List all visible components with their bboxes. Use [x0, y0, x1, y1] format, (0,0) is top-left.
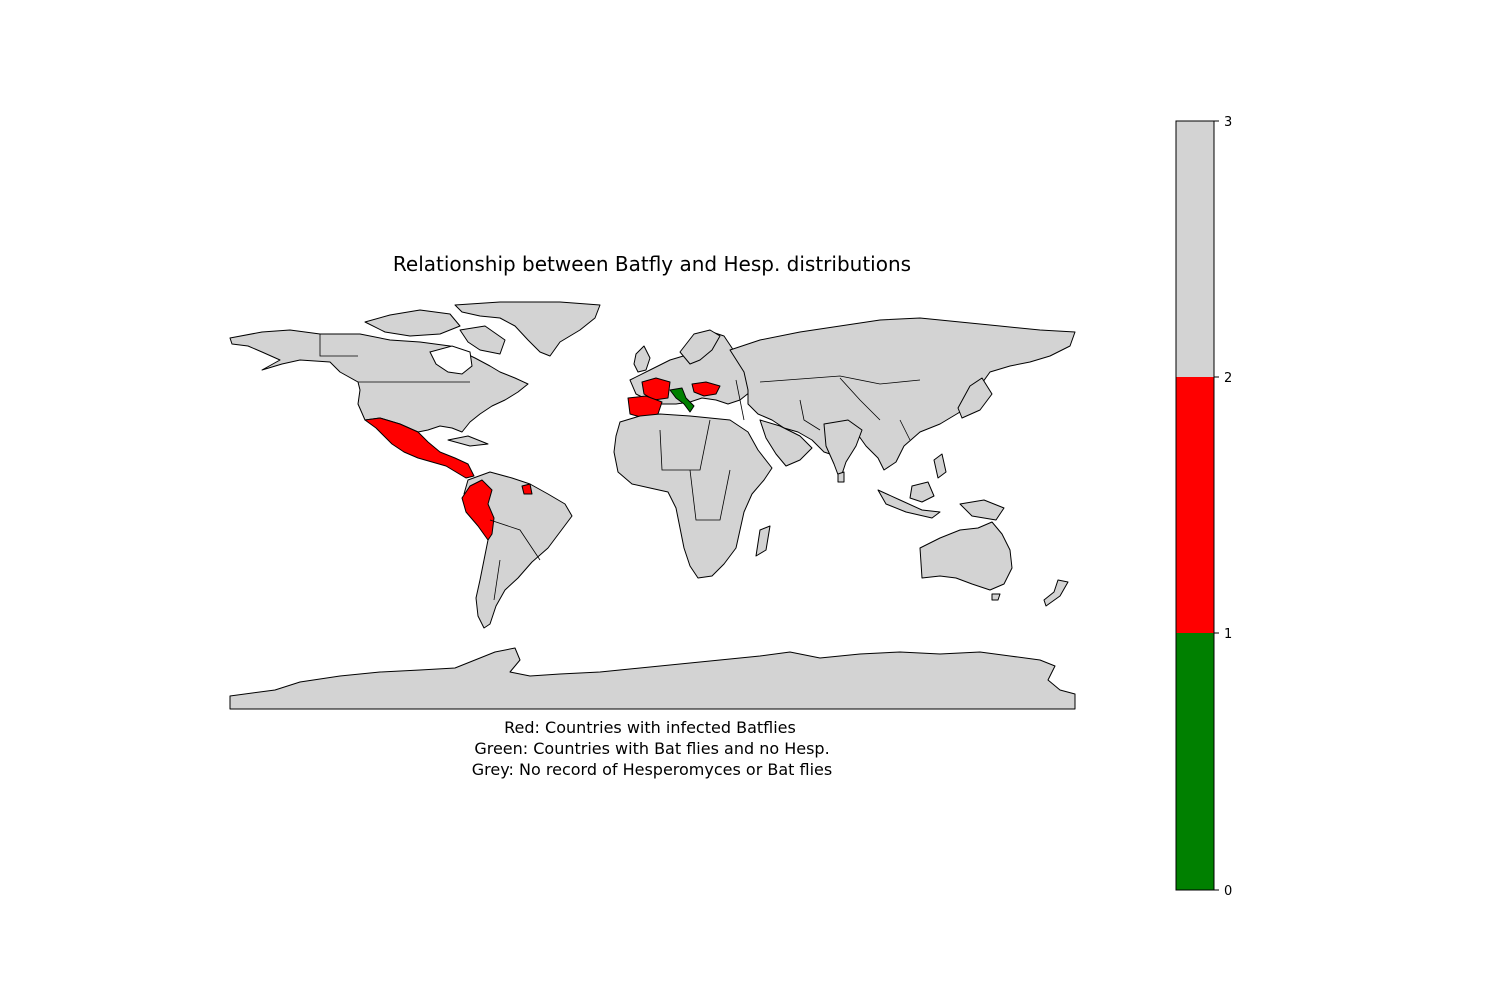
tasmania — [991, 593, 1001, 601]
great-britain — [633, 345, 651, 373]
colorbar-segment-grey — [1176, 121, 1214, 377]
arabia — [759, 419, 813, 467]
world-map — [229, 301, 1076, 710]
colorbar: 3 2 1 0 — [1175, 115, 1232, 899]
cuba — [447, 435, 489, 447]
colorbar-segment-red — [1176, 377, 1214, 633]
colorbar-frame — [1175, 120, 1215, 891]
indonesia — [877, 489, 941, 519]
colorbar-tick-label-3: 3 — [1224, 115, 1232, 130]
baffin-island — [459, 325, 506, 355]
philippines — [933, 453, 947, 479]
japan — [957, 377, 993, 419]
arctic-islands — [364, 309, 461, 337]
sri-lanka — [837, 471, 845, 483]
map-caption: Red: Countries with infected Batflies Gr… — [472, 718, 832, 779]
colorbar-tick-label-1: 1 — [1224, 627, 1232, 642]
borneo — [909, 481, 935, 503]
italy — [669, 387, 695, 413]
india — [823, 419, 863, 481]
country-borders — [319, 334, 921, 601]
antarctica — [229, 647, 1076, 710]
france — [641, 377, 671, 401]
madagascar — [755, 525, 771, 557]
map-title: Relationship between Batfly and Hesp. di… — [393, 252, 911, 276]
hudson-bay — [429, 345, 473, 375]
colorbar-tick-label-0: 0 — [1224, 884, 1232, 899]
scandinavia — [679, 329, 721, 365]
new-zealand — [1043, 579, 1069, 607]
balkans-red — [691, 381, 721, 397]
caption-line-green: Green: Countries with Bat flies and no H… — [474, 739, 829, 758]
australia — [919, 521, 1013, 591]
new-guinea — [959, 499, 1005, 521]
greenland — [454, 301, 601, 357]
south-america-red-countries — [461, 479, 495, 541]
mexico-central-america — [364, 417, 475, 479]
colorbar-segment-green — [1176, 633, 1214, 890]
caption-line-grey: Grey: No record of Hesperomyces or Bat f… — [472, 760, 832, 779]
colorbar-tick-label-2: 2 — [1224, 371, 1232, 386]
caption-line-red: Red: Countries with infected Batflies — [504, 718, 796, 737]
french-guiana — [521, 483, 533, 495]
colorbar-ticks: 3 2 1 0 — [1214, 115, 1232, 899]
